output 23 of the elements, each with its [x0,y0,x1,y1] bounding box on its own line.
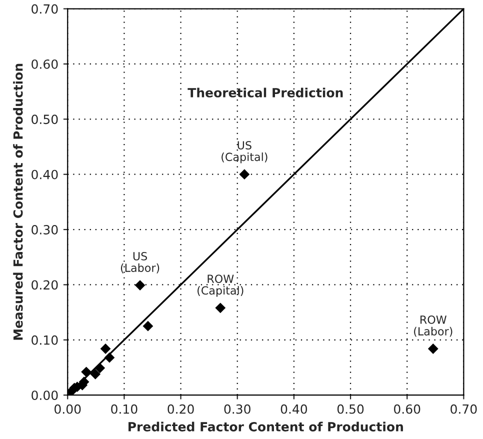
annotation: US (Labor) [120,252,160,274]
y-tick-label: 0.30 [32,225,58,234]
y-tick-label: 0.60 [32,59,58,69]
y-tick-label: 0.40 [32,170,58,180]
annotation: ROW (Labor) [414,315,452,337]
y-tick-label: 0.00 [32,390,58,400]
series-label: Theoretical Prediction [188,88,343,98]
x-tick-label: 0.30 [224,404,250,414]
x-tick-label: 0.40 [280,404,308,414]
annotation: ROW (Capital) [198,274,244,297]
x-tick-label: 0.60 [394,404,420,414]
x-tick-label: 0.10 [111,404,138,414]
y-tick-label: 0.20 [32,280,58,290]
y-axis-title: Measured Factor Content of Production [13,64,23,340]
y-tick-label: 0.50 [32,114,58,124]
x-axis-title: Predicted Factor Content of Production [128,422,403,432]
x-tick-label: 0.00 [54,404,81,414]
y-tick-label: 0.70 [32,4,58,14]
x-tick-label: 0.70 [450,404,477,414]
x-tick-label: 0.20 [168,404,194,414]
y-tick-label: 0.10 [32,335,58,345]
annotation: US (Capital) [222,141,268,164]
x-tick-label: 0.50 [337,404,364,414]
